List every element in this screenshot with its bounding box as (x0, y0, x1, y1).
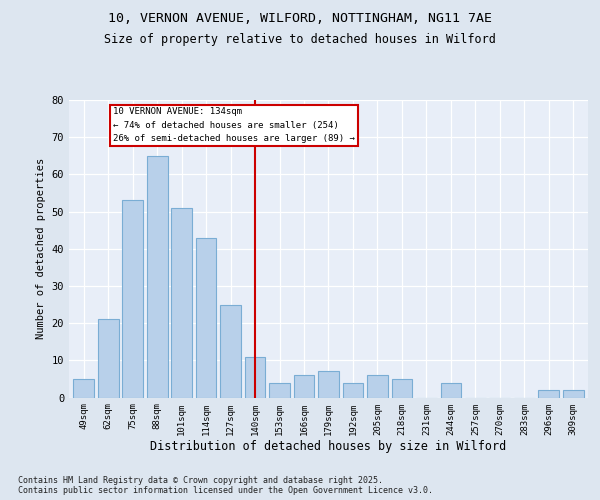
Text: Contains HM Land Registry data © Crown copyright and database right 2025.
Contai: Contains HM Land Registry data © Crown c… (18, 476, 433, 495)
Bar (196, 238, 217, 398)
Bar (563, 390, 584, 398)
Bar (171, 208, 192, 398)
Bar (343, 382, 364, 398)
Bar (147, 156, 167, 398)
Bar (269, 382, 290, 398)
Y-axis label: Number of detached properties: Number of detached properties (36, 158, 46, 340)
Bar (440, 382, 461, 398)
Bar (98, 320, 119, 398)
Bar (293, 375, 314, 398)
Bar (122, 200, 143, 398)
Bar (220, 304, 241, 398)
Bar (367, 375, 388, 398)
X-axis label: Distribution of detached houses by size in Wilford: Distribution of detached houses by size … (151, 440, 506, 453)
Text: Size of property relative to detached houses in Wilford: Size of property relative to detached ho… (104, 32, 496, 46)
Bar (245, 356, 265, 398)
Bar (538, 390, 559, 398)
Bar (392, 379, 412, 398)
Text: 10 VERNON AVENUE: 134sqm
← 74% of detached houses are smaller (254)
26% of semi-: 10 VERNON AVENUE: 134sqm ← 74% of detach… (113, 108, 355, 143)
Text: 10, VERNON AVENUE, WILFORD, NOTTINGHAM, NG11 7AE: 10, VERNON AVENUE, WILFORD, NOTTINGHAM, … (108, 12, 492, 26)
Bar (73, 379, 94, 398)
Bar (318, 372, 339, 398)
